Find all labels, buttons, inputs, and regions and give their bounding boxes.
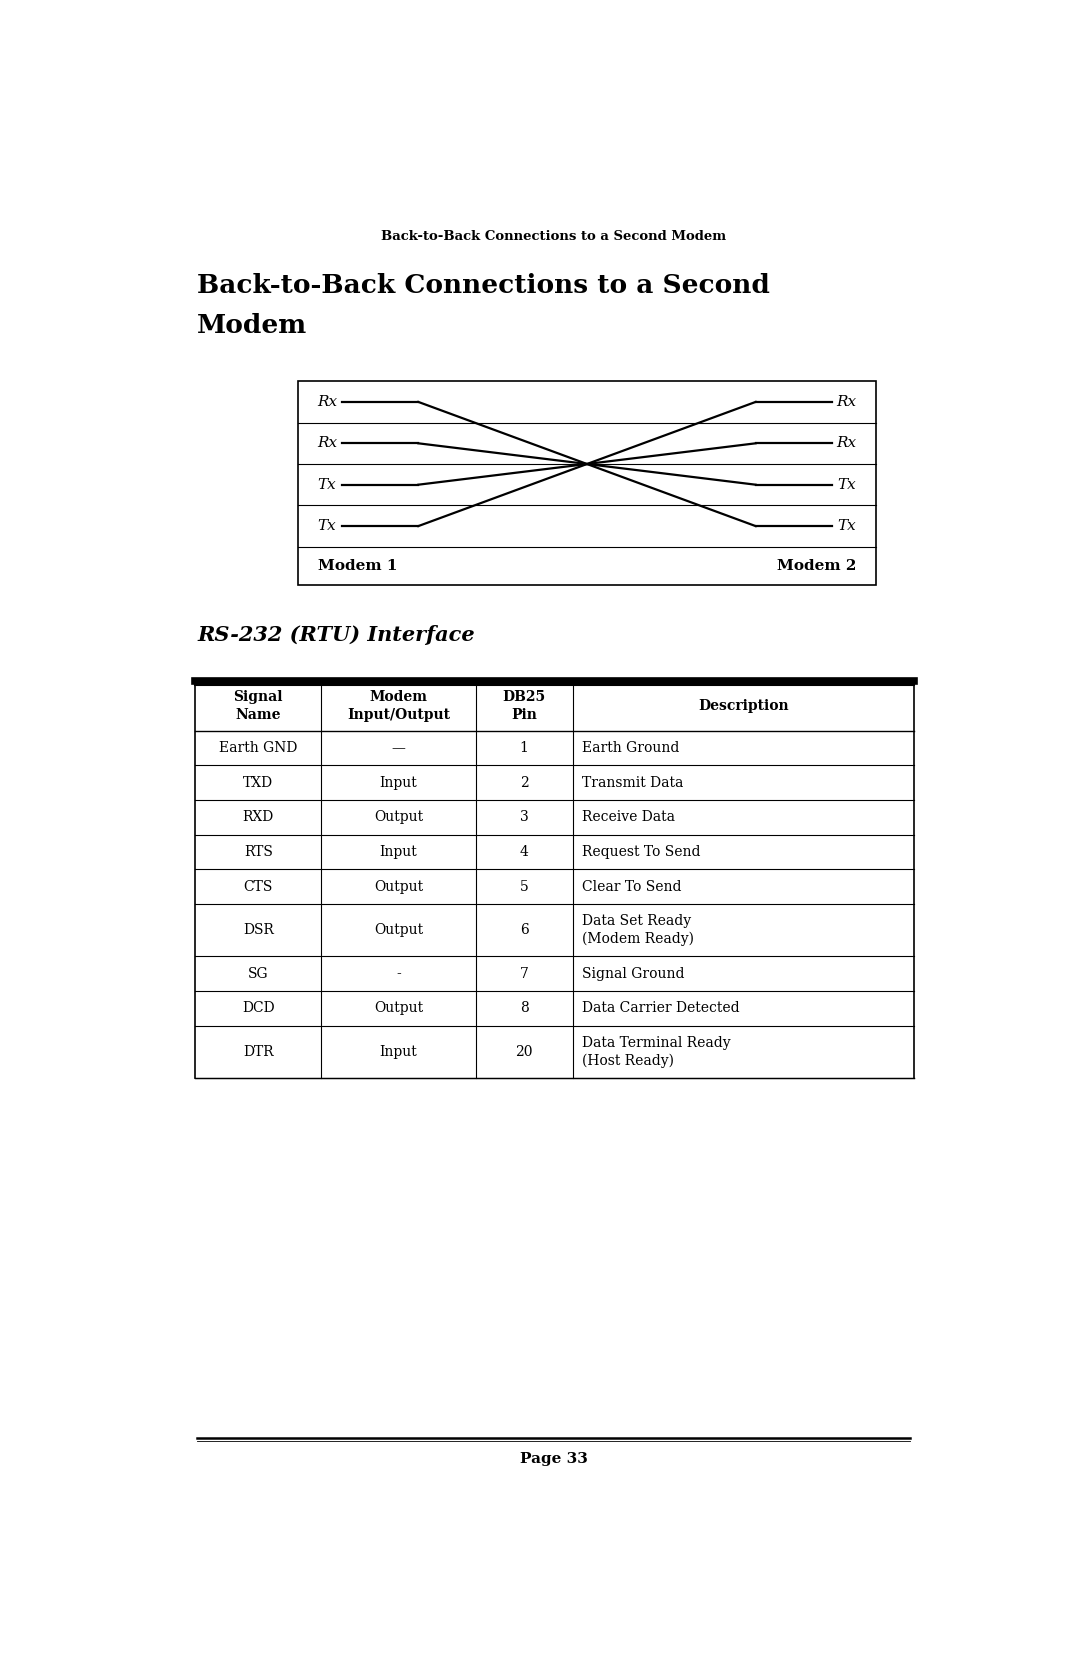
Text: 8: 8 [519,1001,528,1015]
Text: DCD: DCD [242,1001,274,1015]
Text: RTS: RTS [244,845,273,860]
Text: Tx: Tx [318,477,336,492]
Text: Output: Output [374,1001,423,1015]
Text: Rx: Rx [318,436,338,451]
Text: 5: 5 [519,880,528,893]
Text: Transmit Data: Transmit Data [582,776,684,789]
Text: Output: Output [374,880,423,893]
Text: DB25
Pin: DB25 Pin [502,689,545,721]
Text: Rx: Rx [836,396,856,409]
Text: Tx: Tx [838,477,856,492]
Text: Data Carrier Detected: Data Carrier Detected [582,1001,740,1015]
Text: DTR: DTR [243,1045,273,1058]
Text: Description: Description [698,699,788,713]
Text: Rx: Rx [318,396,338,409]
Text: 2: 2 [519,776,528,789]
Text: Tx: Tx [318,519,336,532]
Text: 20: 20 [515,1045,532,1058]
Text: Signal
Name: Signal Name [233,689,283,721]
Text: Signal Ground: Signal Ground [582,966,685,981]
Text: Modem 1: Modem 1 [318,559,397,572]
Text: Tx: Tx [838,519,856,532]
Text: TXD: TXD [243,776,273,789]
Text: Output: Output [374,923,423,938]
Text: —: — [391,741,405,754]
Text: RS-232 (RTU) Interface: RS-232 (RTU) Interface [197,626,474,646]
Text: Back-to-Back Connections to a Second: Back-to-Back Connections to a Second [197,274,770,299]
Text: 4: 4 [519,845,528,860]
Text: Input: Input [379,845,417,860]
Text: -: - [396,966,401,981]
Text: Earth GND: Earth GND [219,741,297,754]
Text: Earth Ground: Earth Ground [582,741,679,754]
Text: RXD: RXD [243,811,274,824]
Text: Modem: Modem [197,314,307,339]
Text: Output: Output [374,811,423,824]
Text: SG: SG [248,966,269,981]
Text: Clear To Send: Clear To Send [582,880,681,893]
Text: Request To Send: Request To Send [582,845,701,860]
Text: Receive Data: Receive Data [582,811,675,824]
Text: Rx: Rx [836,436,856,451]
Text: Modem
Input/Output: Modem Input/Output [347,689,450,721]
Text: Data Terminal Ready
(Host Ready): Data Terminal Ready (Host Ready) [582,1036,730,1068]
Text: 3: 3 [519,811,528,824]
Text: 1: 1 [519,741,528,754]
Text: Input: Input [379,1045,417,1058]
Text: Back-to-Back Connections to a Second Modem: Back-to-Back Connections to a Second Mod… [381,230,726,242]
Text: Modem 2: Modem 2 [777,559,856,572]
Text: 6: 6 [519,923,528,938]
Text: Data Set Ready
(Modem Ready): Data Set Ready (Modem Ready) [582,915,694,946]
Text: Page 33: Page 33 [519,1452,588,1465]
Text: Input: Input [379,776,417,789]
Text: CTS: CTS [244,880,273,893]
Text: DSR: DSR [243,923,273,938]
Text: 7: 7 [519,966,528,981]
